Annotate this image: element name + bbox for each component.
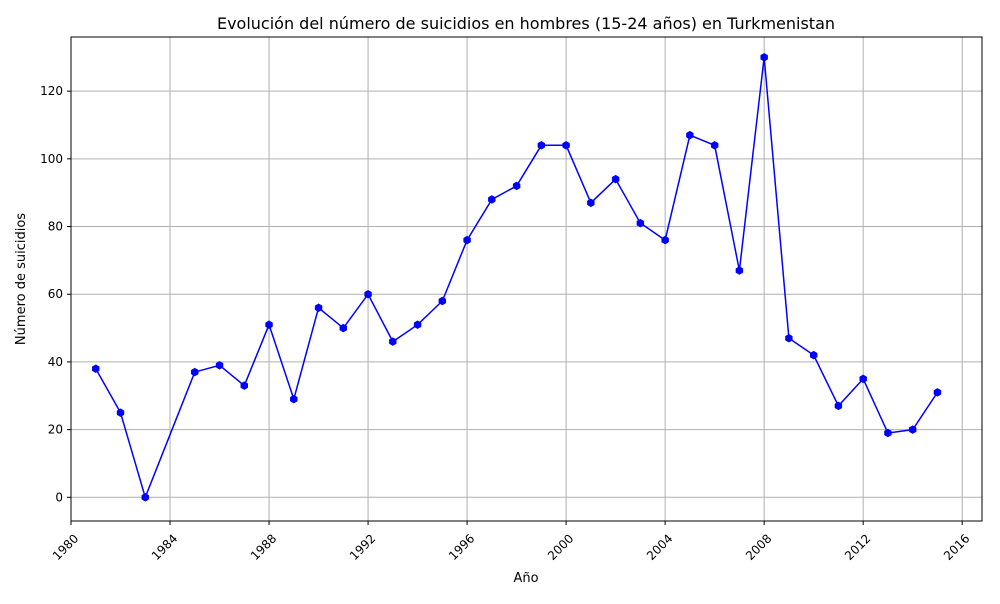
data-point <box>834 401 843 411</box>
y-tick-label: 60 <box>48 287 63 301</box>
data-point <box>215 361 224 370</box>
data-point <box>116 408 125 417</box>
x-tick-label: 2012 <box>842 531 873 562</box>
data-point <box>240 381 248 390</box>
data-point <box>661 235 669 245</box>
data-point <box>710 141 719 150</box>
data-point <box>438 296 447 306</box>
data-point <box>141 493 149 502</box>
y-axis-label: Número de suicidios <box>14 213 29 345</box>
data-point <box>636 218 645 228</box>
data-point <box>686 130 694 140</box>
x-tick-label: 2016 <box>941 531 972 562</box>
x-tick-label: 1984 <box>149 531 180 562</box>
y-tick-label: 100 <box>40 152 63 166</box>
axes <box>70 36 983 522</box>
data-point <box>92 364 100 373</box>
data-point <box>735 266 744 275</box>
y-tick-label: 120 <box>40 84 63 98</box>
data-point <box>908 425 917 434</box>
x-tick-label: 1992 <box>347 531 378 562</box>
x-tick-label: 2000 <box>545 531 576 562</box>
data-point <box>884 428 892 438</box>
data-point <box>191 367 199 377</box>
data-point <box>785 333 793 343</box>
grid <box>70 37 982 521</box>
y-tick-label: 20 <box>48 423 63 437</box>
data-point <box>587 198 595 208</box>
y-tick-label: 40 <box>48 355 63 369</box>
data-point <box>809 350 818 360</box>
data-point <box>314 303 323 313</box>
data-point <box>364 289 372 299</box>
data-point <box>611 174 620 184</box>
data-point <box>760 53 768 62</box>
x-axis-label: Año <box>513 571 538 586</box>
data-point <box>290 394 298 404</box>
plot-frame <box>70 36 983 522</box>
x-tick-label: 1996 <box>446 531 477 562</box>
data-point <box>859 374 867 384</box>
x-tick-label: 2004 <box>644 531 675 562</box>
data-point <box>488 195 496 204</box>
data-point <box>933 388 942 397</box>
chart-title: Evolución del número de suicidios en hom… <box>217 14 835 33</box>
x-tick-label: 2008 <box>743 531 774 562</box>
ticks: 1980 1984 1988 1992 1996 2000 2004 2008 2012 2016… <box>40 84 972 563</box>
data-point <box>389 337 397 346</box>
data-point <box>537 141 546 150</box>
y-tick-label: 0 <box>55 490 63 504</box>
data-point <box>339 323 348 333</box>
data-point <box>512 181 521 191</box>
x-tick-label: 1980 <box>50 531 81 562</box>
data-point <box>413 320 422 329</box>
series-layer <box>92 53 942 502</box>
y-tick-label: 80 <box>48 220 63 234</box>
data-point <box>562 141 570 150</box>
x-tick-label: 1988 <box>248 531 279 562</box>
series-line <box>95 57 939 500</box>
data-point <box>463 235 471 245</box>
data-point <box>265 320 273 329</box>
